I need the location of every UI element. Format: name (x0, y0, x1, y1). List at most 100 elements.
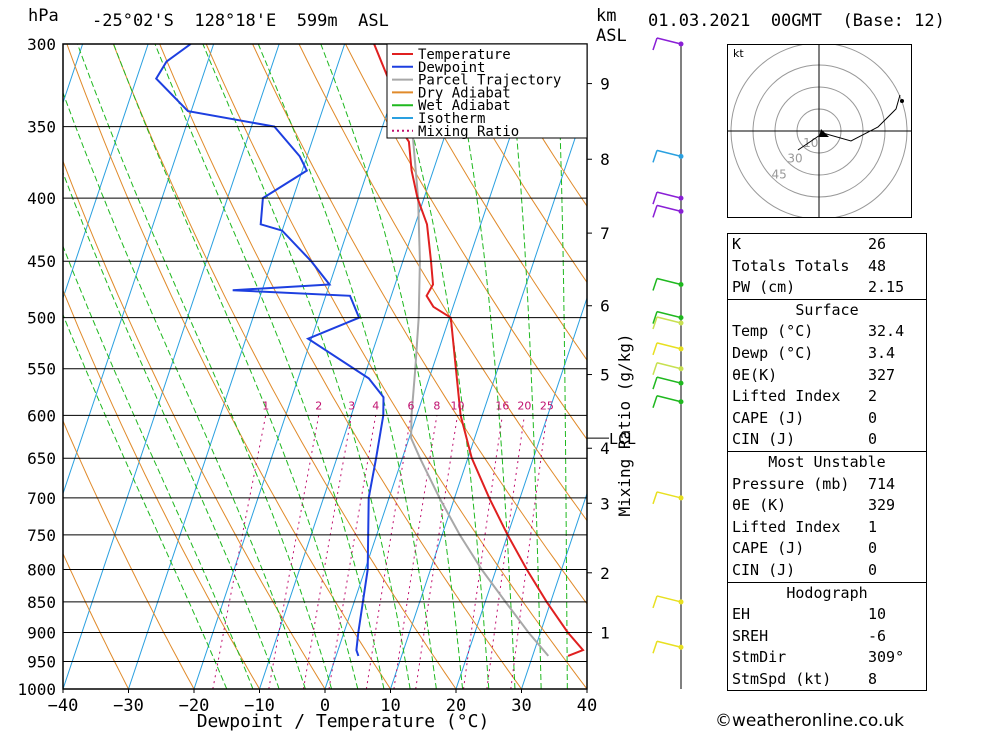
height-tick-label: 9 (600, 75, 610, 94)
wind-barb-feather (652, 595, 658, 609)
lcl-label: LCL (609, 430, 636, 448)
wind-barb-feather (652, 278, 658, 291)
x-tick-label: 10 (380, 696, 400, 716)
most-unstable-row-label: Lifted Index (732, 517, 841, 536)
surface-row-label: CAPE (J) (732, 408, 805, 427)
hodograph-row-label: StmDir (732, 648, 787, 667)
most-unstable-row-value: 0 (868, 560, 878, 579)
wind-barb-dot (678, 644, 684, 650)
isotherm-line (63, 44, 215, 496)
copyright-text: ©weatheronline.co.uk (715, 711, 905, 731)
index-row: K 26 (728, 234, 926, 256)
height-tick-label: 2 (600, 564, 610, 583)
height-unit-label: km (596, 6, 617, 26)
mixing-ratio-label: 1 (262, 399, 269, 412)
isotherm-line (390, 101, 587, 689)
wind-barb (656, 191, 682, 199)
pressure-tick-label: 850 (27, 593, 56, 612)
wind-barb-feather (652, 376, 658, 390)
surface-row: Temp (°C) 32.4 (728, 321, 926, 343)
isotherm-line (63, 44, 280, 689)
dry-adiabat-line (205, 44, 587, 689)
pressure-tick-label: 900 (27, 624, 56, 643)
hodograph-ring-label: 45 (771, 168, 786, 182)
pressure-tick-label: 450 (27, 252, 56, 271)
surface-row: Lifted Index 2 (728, 386, 926, 408)
x-tick-label: −10 (244, 696, 275, 716)
hodograph-row-value: -6 (868, 626, 887, 645)
legend-entry: Wet Adiabat (418, 98, 511, 114)
pressure-tick-label: 1000 (17, 680, 56, 699)
surface-row-value: 32.4 (868, 322, 905, 341)
hodograph-row: StmDir 309° (728, 647, 926, 669)
x-tick-label: −40 (48, 696, 79, 716)
wet-adiabat-line (556, 44, 568, 689)
wind-barb (656, 376, 682, 384)
mixing-ratio-label: 3 (348, 399, 355, 412)
surface-title: Surface (795, 300, 859, 319)
mixing-ratio-label: 20 (517, 399, 531, 412)
wind-barb-dot (678, 282, 684, 288)
legend-entry: Dry Adiabat (418, 85, 511, 101)
pressure-tick-label: 650 (27, 449, 56, 468)
wind-barb-feather (652, 640, 658, 654)
wind-barb-dot (678, 495, 684, 501)
temperature-line (373, 44, 585, 657)
pressure-tick-label: 800 (27, 560, 56, 579)
dry-adiabat-line (949, 44, 1000, 689)
index-row-value: 26 (868, 235, 887, 253)
index-row-label: Totals Totals (732, 256, 850, 275)
surface-row-value: 0 (868, 430, 878, 449)
hodograph: kt 10 30 45 (727, 44, 912, 218)
height-tick-label: 3 (600, 494, 610, 513)
surface-indices: Surface Temp (°C) 32.4 Dewp (°C) 3.4 θE(K) 327… (727, 298, 927, 452)
surface-row-value: 2 (868, 387, 878, 406)
surface-row: CAPE (J) 0 (728, 408, 926, 430)
wind-barb-feather (652, 311, 658, 324)
most-unstable-row-value: 0 (868, 539, 878, 558)
wind-barb (656, 37, 682, 45)
mixing-ratio-line (303, 415, 353, 689)
wet-adiabat-line (202, 44, 411, 689)
isotherm-line (259, 44, 477, 689)
general-indices: K 26 Totals Totals 48 PW (cm) 2.15 (727, 233, 927, 300)
most-unstable-row: θE (K) 329 (728, 495, 926, 517)
wet-adiabat-line (320, 44, 464, 689)
most-unstable-row: Lifted Index 1 (728, 517, 926, 539)
dry-adiabat-line (63, 552, 129, 689)
pressure-tick-label: 750 (27, 526, 56, 545)
wind-barb (656, 204, 682, 213)
wind-barb (656, 149, 682, 158)
hodograph-ring-label: 10 (803, 136, 818, 150)
legend-entry: Parcel Trajectory (418, 73, 561, 89)
x-axis-label: Dewpoint / Temperature (°C) (197, 711, 490, 732)
most-unstable-row: CIN (J) 0 (728, 560, 926, 582)
wind-barb-feather (652, 205, 658, 218)
surface-row-label: Dewp (°C) (732, 343, 814, 362)
hodograph-trace (797, 94, 901, 151)
surface-row-value: 0 (868, 408, 878, 427)
height-tick-label: 7 (600, 224, 610, 243)
wind-barb-dot (678, 195, 684, 201)
wind-barb-dot (678, 41, 684, 47)
surface-row-label: θE(K) (732, 365, 778, 384)
index-row-value: 2.15 (868, 278, 905, 297)
most-unstable-row-label: CIN (J) (732, 560, 796, 579)
most-unstable-row-value: 1 (868, 517, 878, 536)
most-unstable-title: Most Unstable (768, 452, 886, 471)
wind-barb (656, 491, 682, 499)
wind-barb-feather (652, 191, 658, 205)
hodograph-row-value: 309° (868, 648, 905, 667)
wind-barb-dot (678, 380, 684, 386)
x-tick-label: −20 (179, 696, 210, 716)
hodograph-row-label: SREH (732, 626, 769, 645)
pressure-tick-label: 300 (27, 35, 56, 54)
height-tick-label: 8 (600, 150, 610, 169)
mixing-ratio-line (415, 415, 458, 689)
wind-barb-dot (678, 599, 684, 605)
isotherm-line (0, 44, 17, 689)
mixing-ratio-label: 16 (495, 399, 509, 412)
hodograph-row-label: EH (732, 605, 751, 624)
dry-adiabat-line (159, 44, 522, 689)
surface-row-label: CIN (J) (732, 430, 796, 449)
